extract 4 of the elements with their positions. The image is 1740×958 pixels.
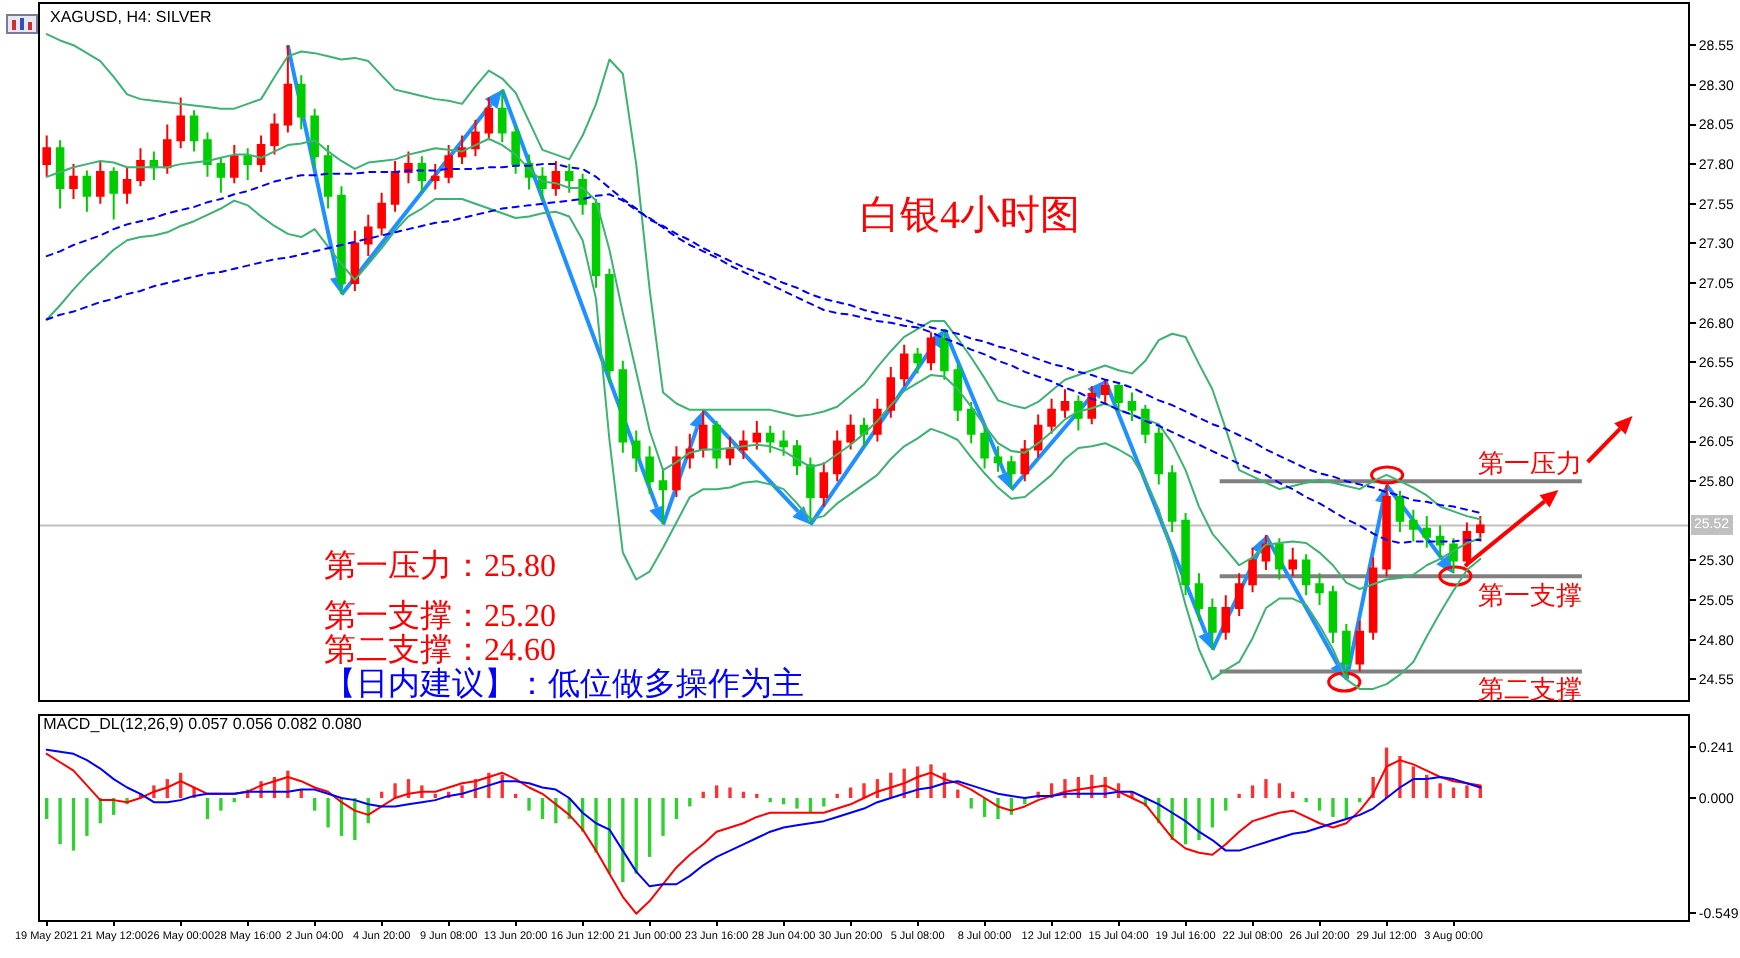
line-series — [45, 748, 1482, 888]
line-series — [45, 752, 1482, 915]
chart-title: MACD_DL(12,26,9) 0.057 0.056 0.082 0.080 — [43, 715, 363, 734]
candlestick — [42, 134, 51, 178]
